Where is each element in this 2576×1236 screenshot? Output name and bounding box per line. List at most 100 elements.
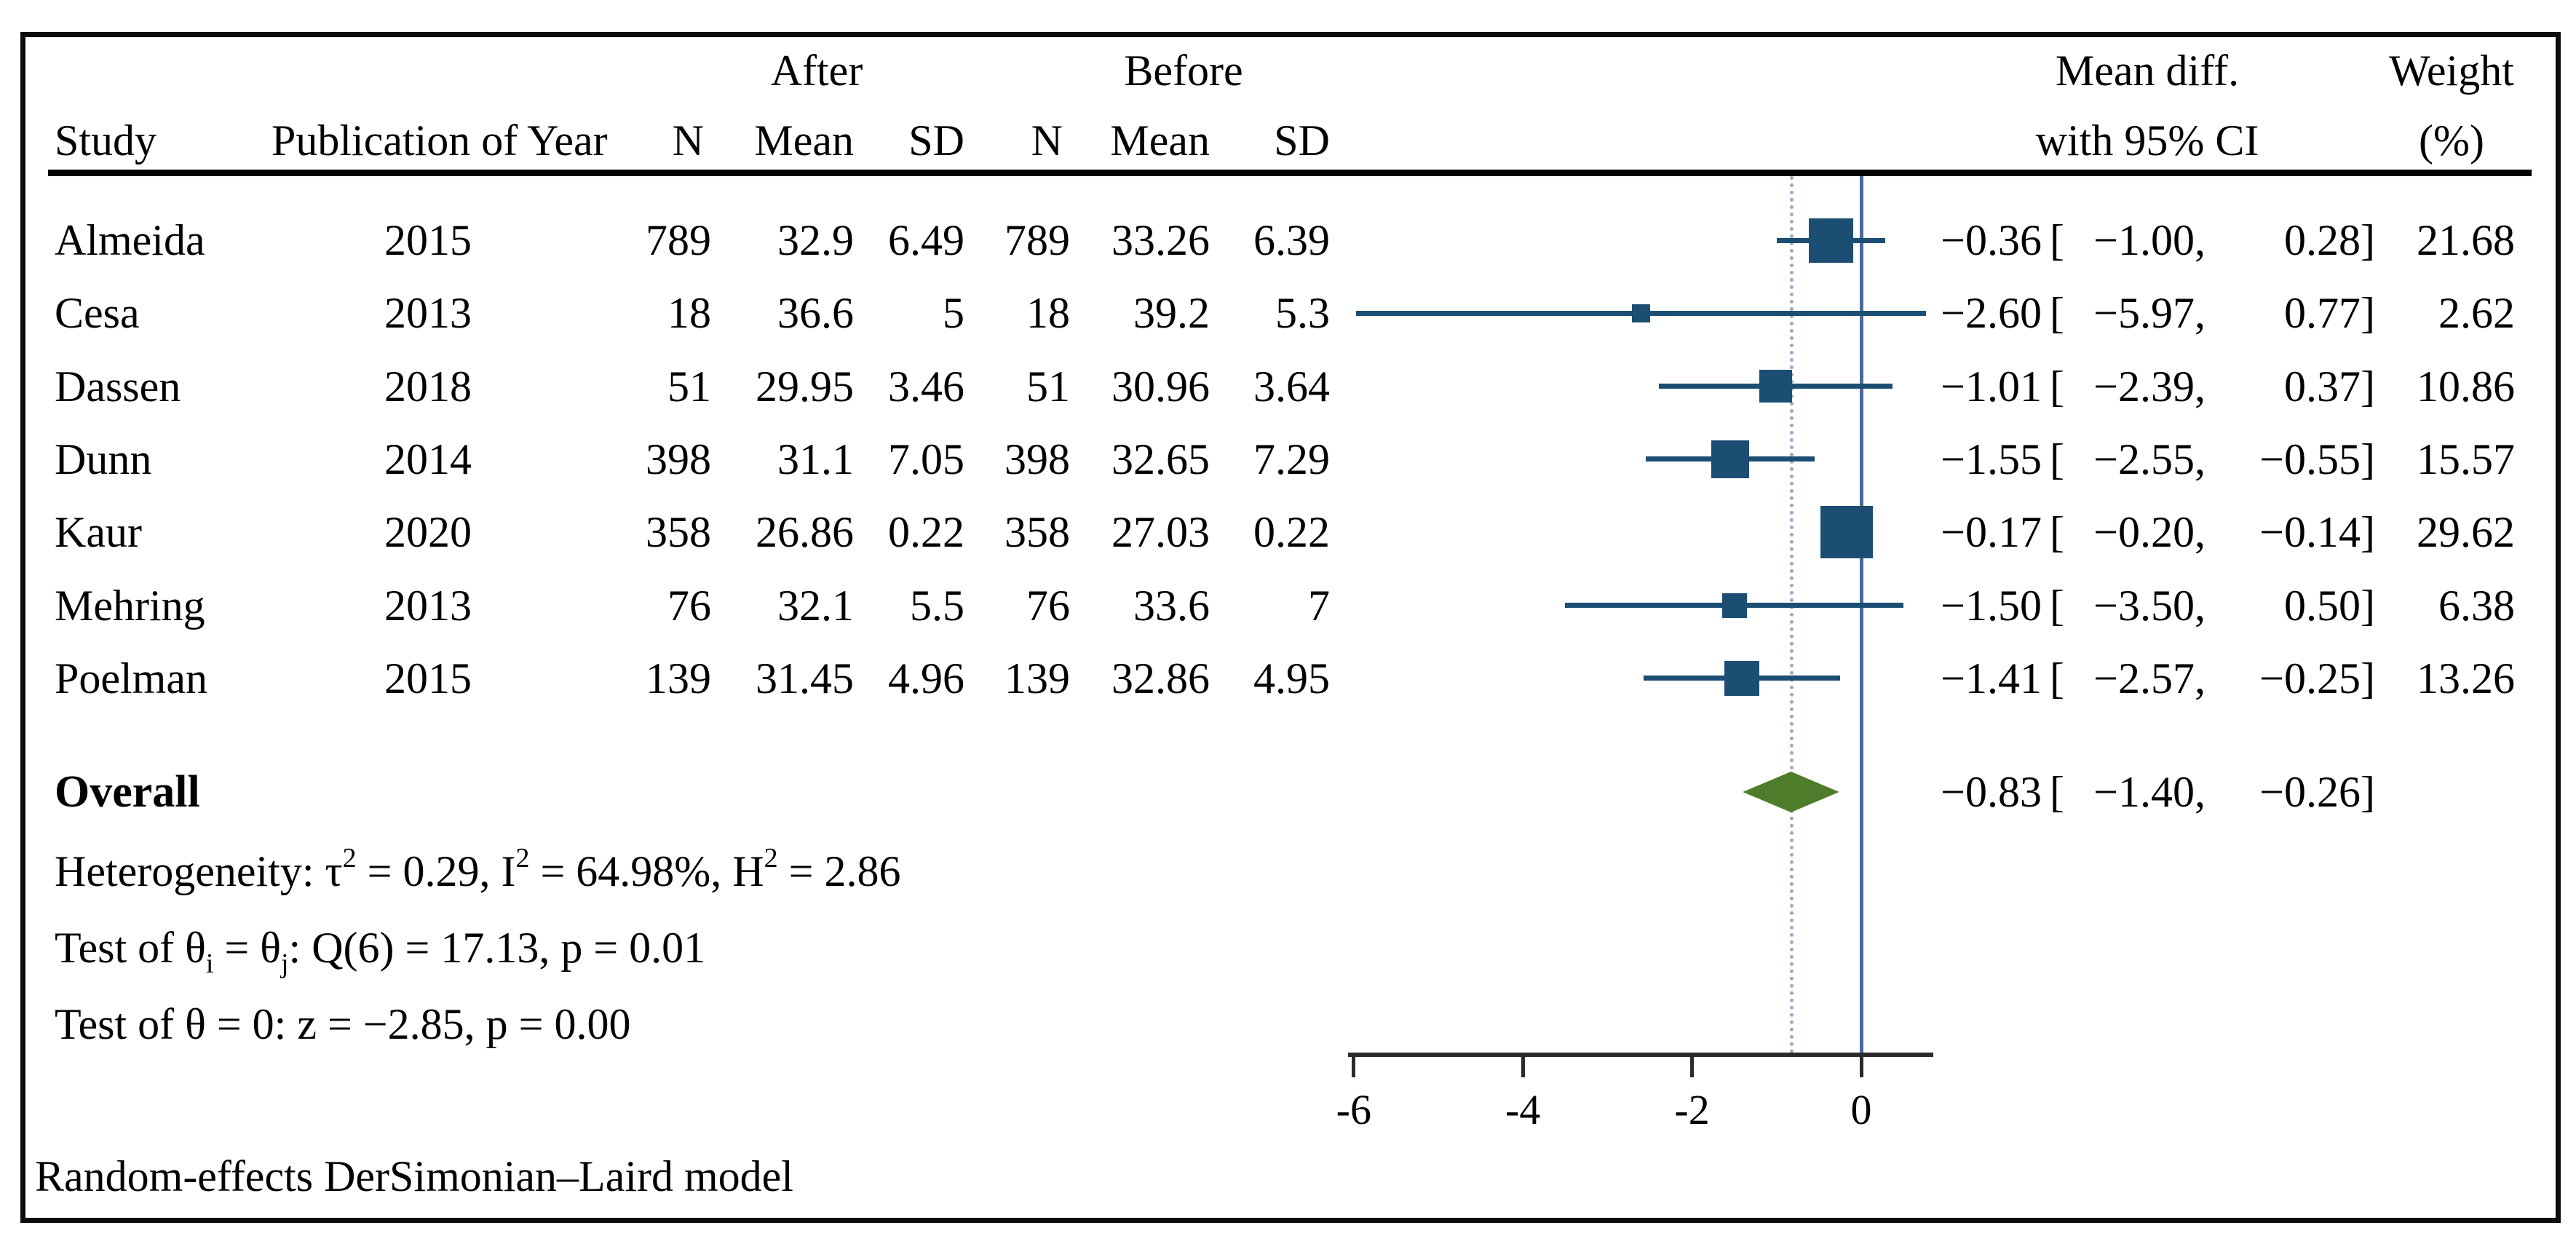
col-header-year: Publication of Year — [272, 116, 608, 165]
stats-sup: 2 — [764, 843, 778, 873]
stats-text: Test of θ — [55, 924, 206, 972]
col-header-study: Study — [55, 116, 157, 165]
x-axis-tick — [1521, 1054, 1525, 1077]
ci-upper: 0.28] — [2284, 216, 2375, 264]
col-header-sd-after: SD — [908, 116, 964, 165]
cell-year: 2020 — [384, 508, 472, 557]
ci-open-bracket: [ — [2050, 435, 2064, 483]
effect-marker — [1820, 506, 1874, 559]
overall-ci-estimate: −0.83 — [1941, 768, 2042, 816]
col-header-meandiff-2: with 95% CI — [2035, 116, 2259, 165]
stats-sub: j — [280, 948, 289, 979]
cell-mean1: 31.45 — [756, 654, 854, 702]
stats-text: = 2.86 — [777, 847, 901, 895]
cell-sd1: 3.46 — [888, 362, 964, 411]
ci-open-bracket: [ — [2050, 362, 2064, 411]
ci-open-bracket: [ — [2050, 289, 2064, 338]
stats-text: = 0.29, I — [356, 847, 516, 895]
cell-n1: 358 — [646, 508, 711, 557]
cell-n2: 398 — [1004, 435, 1070, 483]
cell-sd1: 6.49 — [888, 216, 964, 264]
x-axis-tick — [1690, 1054, 1695, 1077]
cell-sd2: 0.22 — [1253, 508, 1330, 557]
weight-value: 6.38 — [2438, 581, 2515, 630]
cell-mean2: 39.2 — [1133, 289, 1210, 338]
col-header-mean-before: Mean — [1110, 116, 1210, 165]
stats-sup: 2 — [515, 843, 530, 873]
stats-text: : Q(6) = 17.13, p = 0.01 — [288, 924, 706, 972]
effect-marker — [1724, 660, 1760, 696]
cell-mean1: 29.95 — [756, 362, 854, 411]
cell-sd2: 7.29 — [1253, 435, 1330, 483]
ci-upper: 0.37] — [2284, 362, 2375, 411]
cell-study: Dunn — [55, 435, 152, 483]
ci-estimate: −0.17 — [1941, 508, 2042, 557]
ci-open-bracket: [ — [2050, 508, 2064, 557]
model-footnote: Random-effects DerSimonian–Laird model — [35, 1152, 793, 1200]
cell-sd1: 4.96 — [888, 654, 964, 702]
col-header-after: After — [770, 47, 863, 95]
ci-estimate: −0.36 — [1941, 216, 2042, 264]
col-header-weight-1: Weight — [2389, 47, 2514, 95]
cell-study: Cesa — [55, 289, 140, 338]
stats-text: Test of θ = 0: z = −2.85, p = 0.00 — [55, 1000, 631, 1048]
ci-estimate: −1.55 — [1941, 435, 2042, 483]
cell-study: Poelman — [55, 654, 207, 702]
cell-n1: 789 — [646, 216, 711, 264]
weight-value: 29.62 — [2417, 508, 2515, 557]
ci-open-bracket: [ — [2050, 581, 2064, 630]
cell-n2: 789 — [1004, 216, 1070, 264]
header-rule — [48, 170, 2532, 176]
cell-mean2: 30.96 — [1111, 362, 1210, 411]
stats-line: Test of θ = 0: z = −2.85, p = 0.00 — [55, 1002, 630, 1046]
cell-study: Kaur — [55, 508, 142, 557]
stats-sub: i — [205, 948, 214, 979]
cell-mean1: 32.9 — [777, 216, 854, 264]
ci-estimate: −1.41 — [1941, 654, 2042, 702]
overall-ci-upper: −0.26] — [2259, 768, 2375, 816]
cell-sd2: 6.39 — [1253, 216, 1330, 264]
x-axis-tick — [1859, 1054, 1863, 1077]
cell-n2: 139 — [1004, 654, 1070, 702]
weight-value: 13.26 — [2417, 654, 2515, 702]
effect-marker — [1711, 440, 1749, 478]
ci-upper: 0.77] — [2284, 289, 2375, 338]
cell-mean2: 33.6 — [1133, 581, 1210, 630]
ci-lower: −3.50, — [2093, 581, 2206, 630]
weight-value: 21.68 — [2417, 216, 2515, 264]
weight-value: 15.57 — [2417, 435, 2515, 483]
stats-line: Heterogeneity: τ2 = 0.29, I2 = 64.98%, H… — [55, 844, 901, 895]
cell-mean1: 36.6 — [777, 289, 854, 338]
ci-estimate: −1.01 — [1941, 362, 2042, 411]
col-header-sd-before: SD — [1274, 116, 1330, 165]
ci-upper: −0.14] — [2259, 508, 2375, 557]
cell-n1: 398 — [646, 435, 711, 483]
overall-label: Overall — [55, 767, 200, 817]
cell-study: Almeida — [55, 216, 205, 264]
stats-line: Test of θi = θj: Q(6) = 17.13, p = 0.01 — [55, 924, 706, 978]
weight-value: 10.86 — [2417, 362, 2515, 411]
ci-lower: −2.39, — [2093, 362, 2206, 411]
cell-sd1: 5 — [943, 289, 964, 338]
cell-year: 2013 — [384, 581, 472, 630]
cell-year: 2018 — [384, 362, 472, 411]
x-axis-tick-label: -2 — [1674, 1086, 1710, 1133]
cell-n2: 76 — [1026, 581, 1070, 630]
cell-year: 2014 — [384, 435, 472, 483]
null-effect-line — [1860, 176, 1863, 1054]
effect-marker — [1759, 370, 1793, 403]
stats-text: Heterogeneity: τ — [55, 847, 343, 895]
cell-n2: 51 — [1026, 362, 1070, 411]
x-axis-tick-label: -6 — [1336, 1086, 1371, 1133]
cell-n1: 139 — [646, 654, 711, 702]
ci-estimate: −1.50 — [1941, 581, 2042, 630]
x-axis-tick-label: 0 — [1850, 1086, 1872, 1133]
cell-mean1: 32.1 — [777, 581, 854, 630]
x-axis-tick — [1352, 1054, 1356, 1077]
cell-study: Mehring — [55, 581, 205, 630]
cell-mean1: 26.86 — [756, 508, 854, 557]
